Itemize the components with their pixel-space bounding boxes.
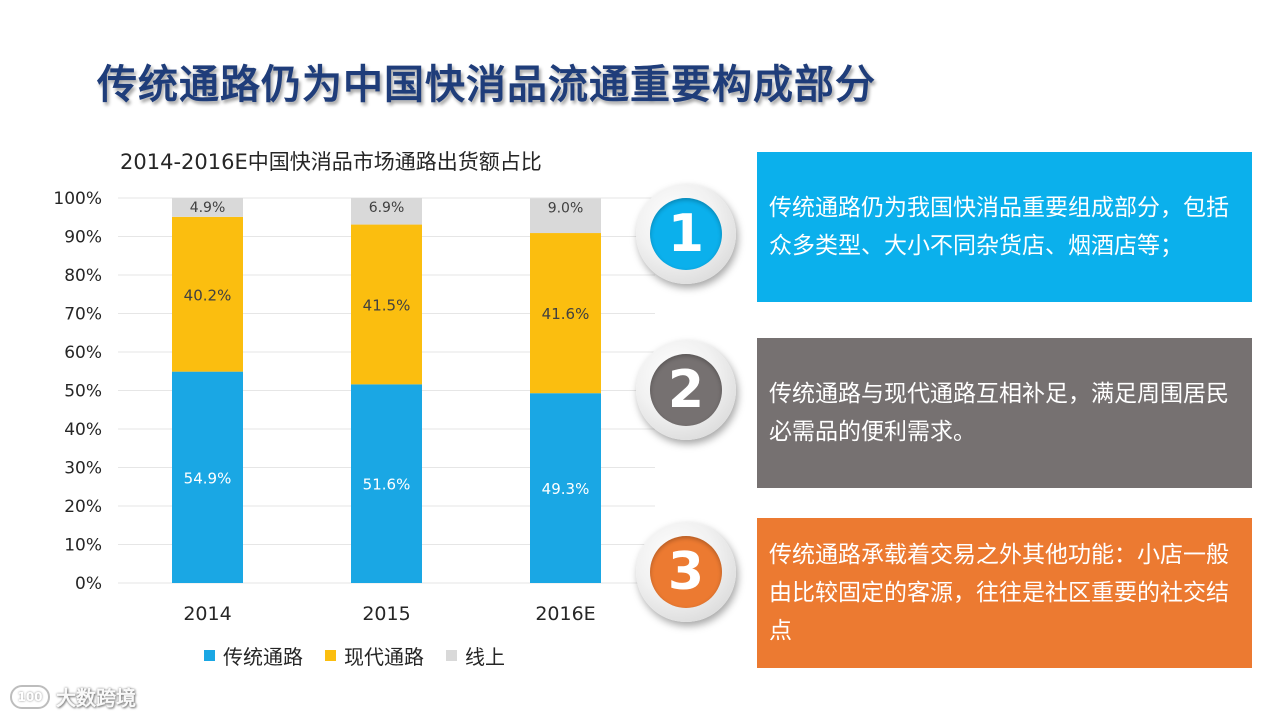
- info-box-2-text: 传统通路与现代通路互相补足，满足周围居民必需品的便利需求。: [769, 381, 1229, 445]
- watermark-logo: 100: [10, 684, 50, 709]
- bar-segment: [530, 393, 601, 583]
- x-tick-label: 2014: [183, 603, 231, 625]
- y-tick-label: 30%: [64, 459, 102, 479]
- badge-1: 1: [636, 184, 736, 284]
- y-tick-label: 90%: [64, 228, 102, 248]
- bar-segment: [530, 198, 601, 234]
- data-label: 6.9%: [369, 200, 405, 216]
- legend-swatch-traditional: [204, 649, 215, 661]
- data-label: 41.5%: [363, 296, 411, 314]
- info-box-3-text: 传统通路承载着交易之外其他功能：小店一般由比较固定的客源，往往是社区重要的社交结…: [769, 542, 1229, 644]
- data-label: 40.2%: [184, 286, 232, 304]
- bar-segment: [351, 384, 422, 583]
- y-tick-label: 80%: [64, 266, 102, 286]
- x-tick-label: 2015: [362, 603, 410, 625]
- data-label: 51.6%: [363, 476, 411, 494]
- bar-segment: [530, 233, 601, 394]
- legend-item-online: 线上: [446, 641, 505, 670]
- legend-label-online: 线上: [465, 644, 505, 669]
- y-tick-label: 10%: [64, 536, 102, 556]
- y-tick-label: 60%: [64, 343, 102, 363]
- data-label: 41.6%: [542, 305, 590, 323]
- bar-segment: [172, 198, 243, 217]
- chart-title: 2014-2016E中国快消品市场通路出货额占比: [120, 150, 542, 174]
- stacked-bar-chart: 0% 10% 20% 30% 40% 50% 60% 70% 80% 90% 100% 54.9% 40…: [53, 189, 655, 625]
- y-tick-label: 20%: [64, 497, 102, 517]
- legend-swatch-online: [446, 649, 457, 661]
- legend-label-traditional: 传统通路: [223, 644, 303, 669]
- legend-label-modern: 现代通路: [344, 644, 424, 669]
- y-tick-label: 0%: [75, 574, 102, 594]
- badge-3: 3: [636, 522, 736, 622]
- info-box-1-text: 传统通路仍为我国快消品重要组成部分，包括众多类型、大小不同杂货店、烟酒店等；: [769, 195, 1229, 259]
- info-box-1: 传统通路仍为我国快消品重要组成部分，包括众多类型、大小不同杂货店、烟酒店等；: [757, 152, 1252, 302]
- info-box-2: 传统通路与现代通路互相补足，满足周围居民必需品的便利需求。: [757, 338, 1252, 488]
- y-tick-label: 50%: [64, 382, 102, 402]
- info-box-3: 传统通路承载着交易之外其他功能：小店一般由比较固定的客源，往往是社区重要的社交结…: [757, 518, 1252, 668]
- x-tick-label: 2016E: [535, 603, 595, 625]
- legend-item-modern: 现代通路: [325, 641, 424, 670]
- bar-segment: [172, 216, 243, 372]
- legend-item-traditional: 传统通路: [204, 641, 303, 670]
- slide-title: 传统通路仍为中国快消品流通重要构成部分: [97, 62, 876, 108]
- bar-segment: [351, 198, 422, 225]
- y-tick-label: 70%: [64, 305, 102, 325]
- badge-1-number: 1: [650, 198, 722, 270]
- bar-segment: [172, 371, 243, 583]
- badge-2-number: 2: [650, 354, 722, 426]
- y-tick-label: 40%: [64, 420, 102, 440]
- data-label: 9.0%: [548, 200, 584, 216]
- y-tick-label: 100%: [53, 189, 102, 209]
- badge-3-number: 3: [650, 536, 722, 608]
- data-label: 54.9%: [184, 469, 232, 487]
- watermark: 100 大数跨境: [10, 682, 136, 711]
- data-label: 49.3%: [542, 480, 590, 498]
- badge-2: 2: [636, 340, 736, 440]
- bar-segment: [351, 224, 422, 385]
- legend-swatch-modern: [325, 649, 336, 661]
- watermark-text: 大数跨境: [56, 686, 136, 710]
- chart-legend: 传统通路 现代通路 线上: [204, 641, 505, 669]
- data-label: 4.9%: [190, 200, 226, 216]
